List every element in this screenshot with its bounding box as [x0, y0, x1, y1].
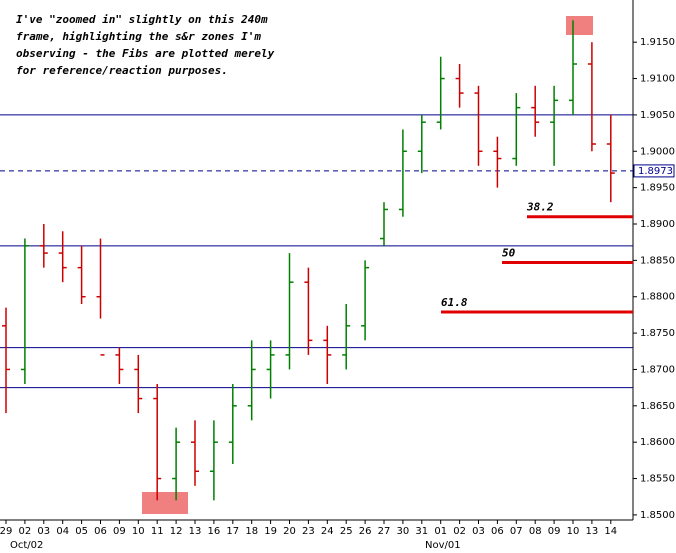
annotation-line: for reference/reaction purposes. — [16, 64, 228, 77]
y-tick-label: 1.9000 — [640, 146, 675, 157]
y-tick-label: 1.8700 — [640, 364, 675, 375]
x-tick-label: 20 — [283, 526, 296, 537]
fib-label: 50 — [502, 247, 516, 260]
x-tick-label: 27 — [378, 526, 391, 537]
x-tick-label: 09 — [548, 526, 561, 537]
x-tick-label: 08 — [529, 526, 542, 537]
month-label: Oct/02 — [10, 540, 43, 551]
annotation-line: observing - the Fibs are plotted merely — [16, 47, 275, 60]
x-tick-label: 06 — [94, 526, 107, 537]
x-tick-label: 19 — [264, 526, 277, 537]
x-tick-label: 29 — [0, 526, 12, 537]
x-tick-label: 31 — [415, 526, 428, 537]
x-tick-label: 12 — [170, 526, 183, 537]
x-tick-label: 13 — [189, 526, 202, 537]
x-tick-label: 18 — [245, 526, 258, 537]
x-tick-label: 02 — [453, 526, 466, 537]
highlight-low — [142, 492, 188, 514]
y-tick-label: 1.9100 — [640, 74, 675, 85]
annotation: I've "zoomed in" slightly on this 240m fr… — [16, 13, 275, 77]
y-tick-label: 1.8750 — [640, 328, 675, 339]
x-tick-label: 16 — [208, 526, 221, 537]
x-tick-label: 03 — [472, 526, 485, 537]
y-tick-label: 1.8800 — [640, 292, 675, 303]
x-tick-label: 03 — [37, 526, 50, 537]
y-tick-label: 1.8850 — [640, 255, 675, 266]
y-tick-label: 1.8950 — [640, 183, 675, 194]
annotation-line: I've "zoomed in" slightly on this 240m — [16, 13, 268, 26]
y-tick-label: 1.8550 — [640, 474, 675, 485]
x-tick-label: 10 — [132, 526, 145, 537]
y-tick-label: 1.9150 — [640, 37, 675, 48]
x-tick-label: 02 — [19, 526, 32, 537]
x-tick-label: 06 — [491, 526, 504, 537]
y-tick-label: 1.8900 — [640, 219, 675, 230]
x-tick-label: 13 — [586, 526, 599, 537]
x-tick-label: 01 — [434, 526, 447, 537]
x-tick-label: 25 — [340, 526, 353, 537]
x-tick-label: 09 — [113, 526, 126, 537]
y-tick-label: 1.8650 — [640, 401, 675, 412]
x-tick-label: 04 — [56, 526, 69, 537]
x-tick-label: 23 — [302, 526, 315, 537]
x-tick-label: 30 — [397, 526, 410, 537]
x-tick-label: 14 — [604, 526, 617, 537]
fib-label: 61.8 — [441, 296, 468, 309]
y-tick-label: 1.9050 — [640, 110, 675, 121]
fib-label: 38.2 — [526, 201, 554, 214]
y-tick-label: 1.8600 — [640, 437, 675, 448]
x-tick-label: 05 — [75, 526, 88, 537]
y-tick-label: 1.8500 — [640, 510, 675, 521]
current-price-label: 1.8973 — [638, 166, 673, 177]
x-tick-label: 11 — [151, 526, 164, 537]
x-tick-label: 26 — [359, 526, 372, 537]
annotation-line: frame, highlighting the s&r zones I'm — [16, 30, 261, 43]
x-tick-label: 07 — [510, 526, 523, 537]
current-price-box — [633, 164, 675, 178]
x-tick-label: 17 — [226, 526, 239, 537]
x-tick-label: 10 — [567, 526, 580, 537]
highlight-high — [566, 16, 593, 35]
x-tick-label: 24 — [321, 526, 334, 537]
month-label: Nov/01 — [425, 540, 461, 551]
